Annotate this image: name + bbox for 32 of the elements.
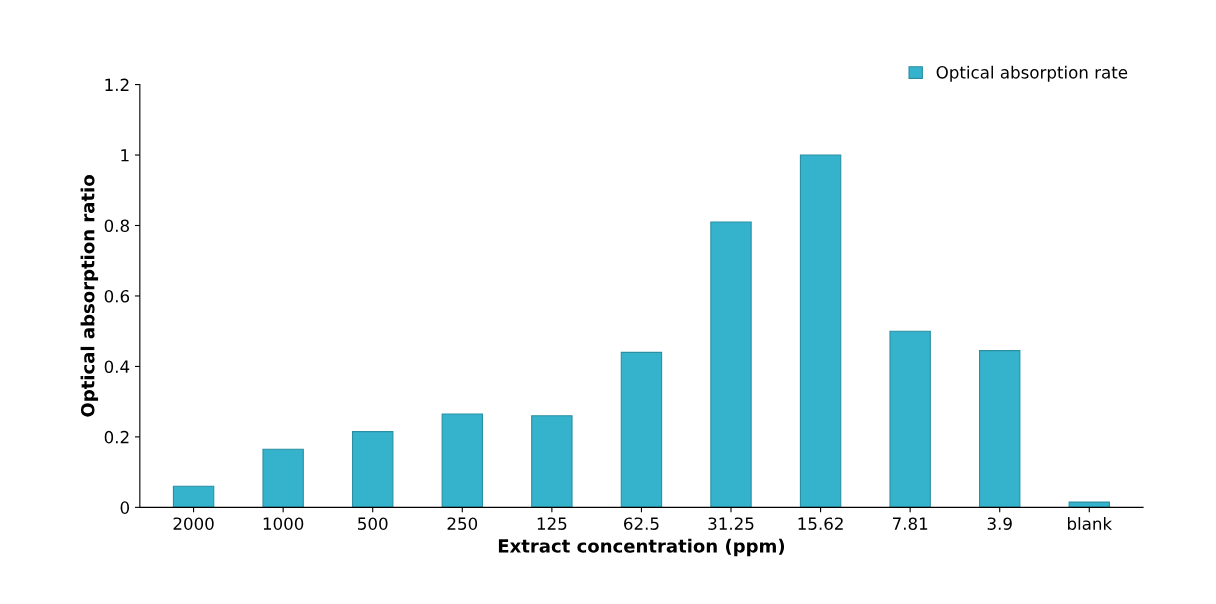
bar xyxy=(531,415,573,508)
bar xyxy=(620,351,663,508)
y-tick-label: 0.2 xyxy=(104,430,129,444)
x-tick-label: 125 xyxy=(537,517,567,530)
x-tick-label: 31.25 xyxy=(708,517,754,530)
y-tick-label: 1 xyxy=(121,149,129,162)
x-tick-label: 1000 xyxy=(263,517,304,530)
bar xyxy=(262,448,304,508)
y-tick-label: 0 xyxy=(120,501,130,514)
x-tick-label: 7.81 xyxy=(892,517,928,530)
bar xyxy=(979,350,1021,508)
bar xyxy=(889,330,931,508)
bar xyxy=(441,413,484,508)
x-tick-label: 62.5 xyxy=(624,517,659,530)
x-tick-label: blank xyxy=(1067,517,1113,530)
y-axis-title: Optical absorption ratio xyxy=(80,175,99,417)
legend-label: Optical absorption rate xyxy=(936,65,1128,82)
bar xyxy=(1068,501,1111,508)
bar xyxy=(352,431,394,508)
bar xyxy=(799,154,842,508)
bar xyxy=(172,485,215,508)
y-tick-label: 0.8 xyxy=(104,219,129,233)
x-tick-label: 2000 xyxy=(173,517,214,530)
x-tick-label: 250 xyxy=(447,517,478,530)
x-tick-label: 3.9 xyxy=(987,517,1012,530)
bar xyxy=(710,221,752,508)
x-axis-title: Extract concentration (ppm) xyxy=(498,538,785,557)
y-tick-label: 1.2 xyxy=(105,78,129,91)
y-tick-label: 0.6 xyxy=(104,289,130,303)
y-tick-label: 0.4 xyxy=(104,360,130,373)
x-tick-label: 15.62 xyxy=(798,517,843,530)
x-tick-label: 500 xyxy=(358,517,388,530)
